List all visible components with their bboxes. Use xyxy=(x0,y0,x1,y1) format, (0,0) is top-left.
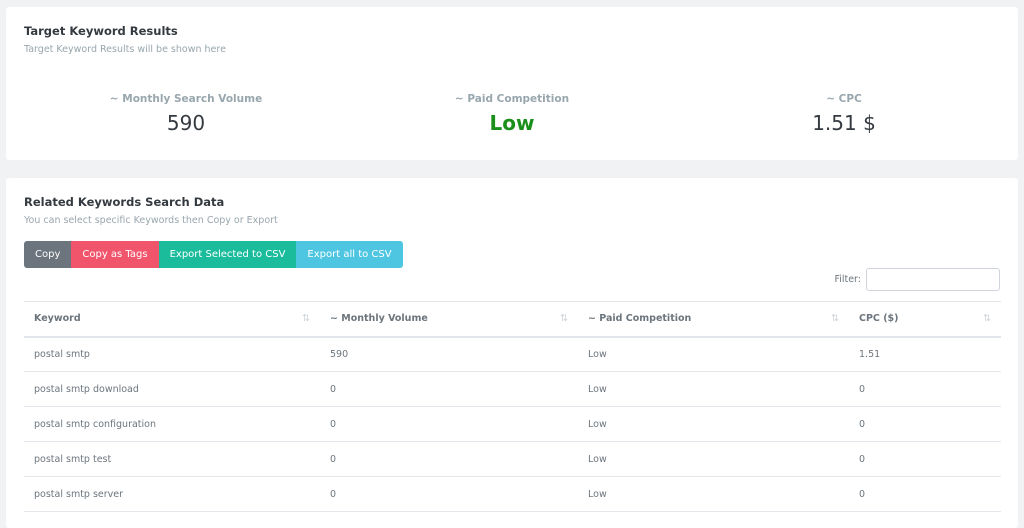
table-cell: 0 xyxy=(320,371,578,407)
table-cell: Low xyxy=(578,371,849,407)
table-row[interactable]: postal smtp test 0 Low 0 xyxy=(24,441,1001,477)
stat-monthly-volume: ~ Monthly Search Volume 590 xyxy=(36,93,336,135)
filter-label: Filter: xyxy=(834,274,861,285)
card-title: Related Keywords Search Data xyxy=(24,195,225,209)
table-cell: 0 xyxy=(849,406,1001,442)
sort-icon: ⇅ xyxy=(302,313,310,325)
card-subtitle: Target Keyword Results will be shown her… xyxy=(24,44,226,55)
export-all-csv-button[interactable]: Export all to CSV xyxy=(296,241,403,268)
table-cell: Low xyxy=(578,406,849,442)
table-cell: Low xyxy=(578,336,849,372)
header-label: ~ Paid Competition xyxy=(588,313,692,325)
button-group: Copy Copy as Tags Export Selected to CSV… xyxy=(24,241,403,268)
related-keywords-card: Related Keywords Search Data You can sel… xyxy=(6,178,1018,528)
stat-label: ~ Paid Competition xyxy=(454,93,570,105)
table-cell: 590 xyxy=(320,336,578,372)
stat-value: Low xyxy=(489,111,535,135)
card-subtitle: You can select specific Keywords then Co… xyxy=(24,215,278,226)
table-cell: 0 xyxy=(320,406,578,442)
stat-cpc: ~ CPC 1.51 $ xyxy=(694,93,994,135)
keywords-table: Keyword ⇅ ~ Monthly Volume ⇅ ~ Paid Compet… xyxy=(24,301,1001,512)
table-cell: 0 xyxy=(849,371,1001,407)
sort-icon: ⇅ xyxy=(831,313,839,325)
header-label: CPC ($) xyxy=(859,313,899,325)
table-cell: 0 xyxy=(849,441,1001,477)
table-row[interactable]: postal smtp server 0 Low 0 xyxy=(24,476,1001,512)
table-cell: postal smtp server xyxy=(24,476,320,512)
table-cell: 1.51 xyxy=(849,336,1001,372)
table-cell: postal smtp xyxy=(24,336,320,372)
column-header-paid-competition[interactable]: ~ Paid Competition ⇅ xyxy=(578,301,849,338)
table-cell: Low xyxy=(578,476,849,512)
sort-icon: ⇅ xyxy=(983,313,991,325)
column-header-keyword[interactable]: Keyword ⇅ xyxy=(24,301,320,338)
stat-value: 590 xyxy=(166,111,206,135)
header-label: ~ Monthly Volume xyxy=(330,313,428,325)
filter-input[interactable] xyxy=(866,268,1000,291)
sort-icon: ⇅ xyxy=(560,313,568,325)
header-label: Keyword xyxy=(34,313,81,325)
table-cell: 0 xyxy=(320,441,578,477)
filter: Filter: xyxy=(834,268,1000,291)
table-cell: postal smtp configuration xyxy=(24,406,320,442)
export-selected-csv-button[interactable]: Export Selected to CSV xyxy=(158,241,297,268)
table-cell: 0 xyxy=(320,476,578,512)
stat-label: ~ CPC xyxy=(826,93,862,105)
table-row[interactable]: postal smtp download 0 Low 0 xyxy=(24,371,1001,407)
copy-button[interactable]: Copy xyxy=(24,241,72,268)
stat-paid-competition: ~ Paid Competition Low xyxy=(362,93,662,135)
card-title: Target Keyword Results xyxy=(24,24,178,38)
table-row[interactable]: postal smtp 590 Low 1.51 xyxy=(24,336,1001,372)
table-cell: Low xyxy=(578,441,849,477)
table-cell: postal smtp download xyxy=(24,371,320,407)
column-header-monthly-volume[interactable]: ~ Monthly Volume ⇅ xyxy=(320,301,578,338)
target-keyword-card: Target Keyword Results Target Keyword Re… xyxy=(6,7,1018,160)
column-header-cpc[interactable]: CPC ($) ⇅ xyxy=(849,301,1001,338)
table-cell: 0 xyxy=(849,476,1001,512)
stat-value: 1.51 $ xyxy=(812,111,876,135)
copy-as-tags-button[interactable]: Copy as Tags xyxy=(71,241,159,268)
table-cell: postal smtp test xyxy=(24,441,320,477)
table-row[interactable]: postal smtp configuration 0 Low 0 xyxy=(24,406,1001,442)
stat-label: ~ Monthly Search Volume xyxy=(109,93,263,105)
